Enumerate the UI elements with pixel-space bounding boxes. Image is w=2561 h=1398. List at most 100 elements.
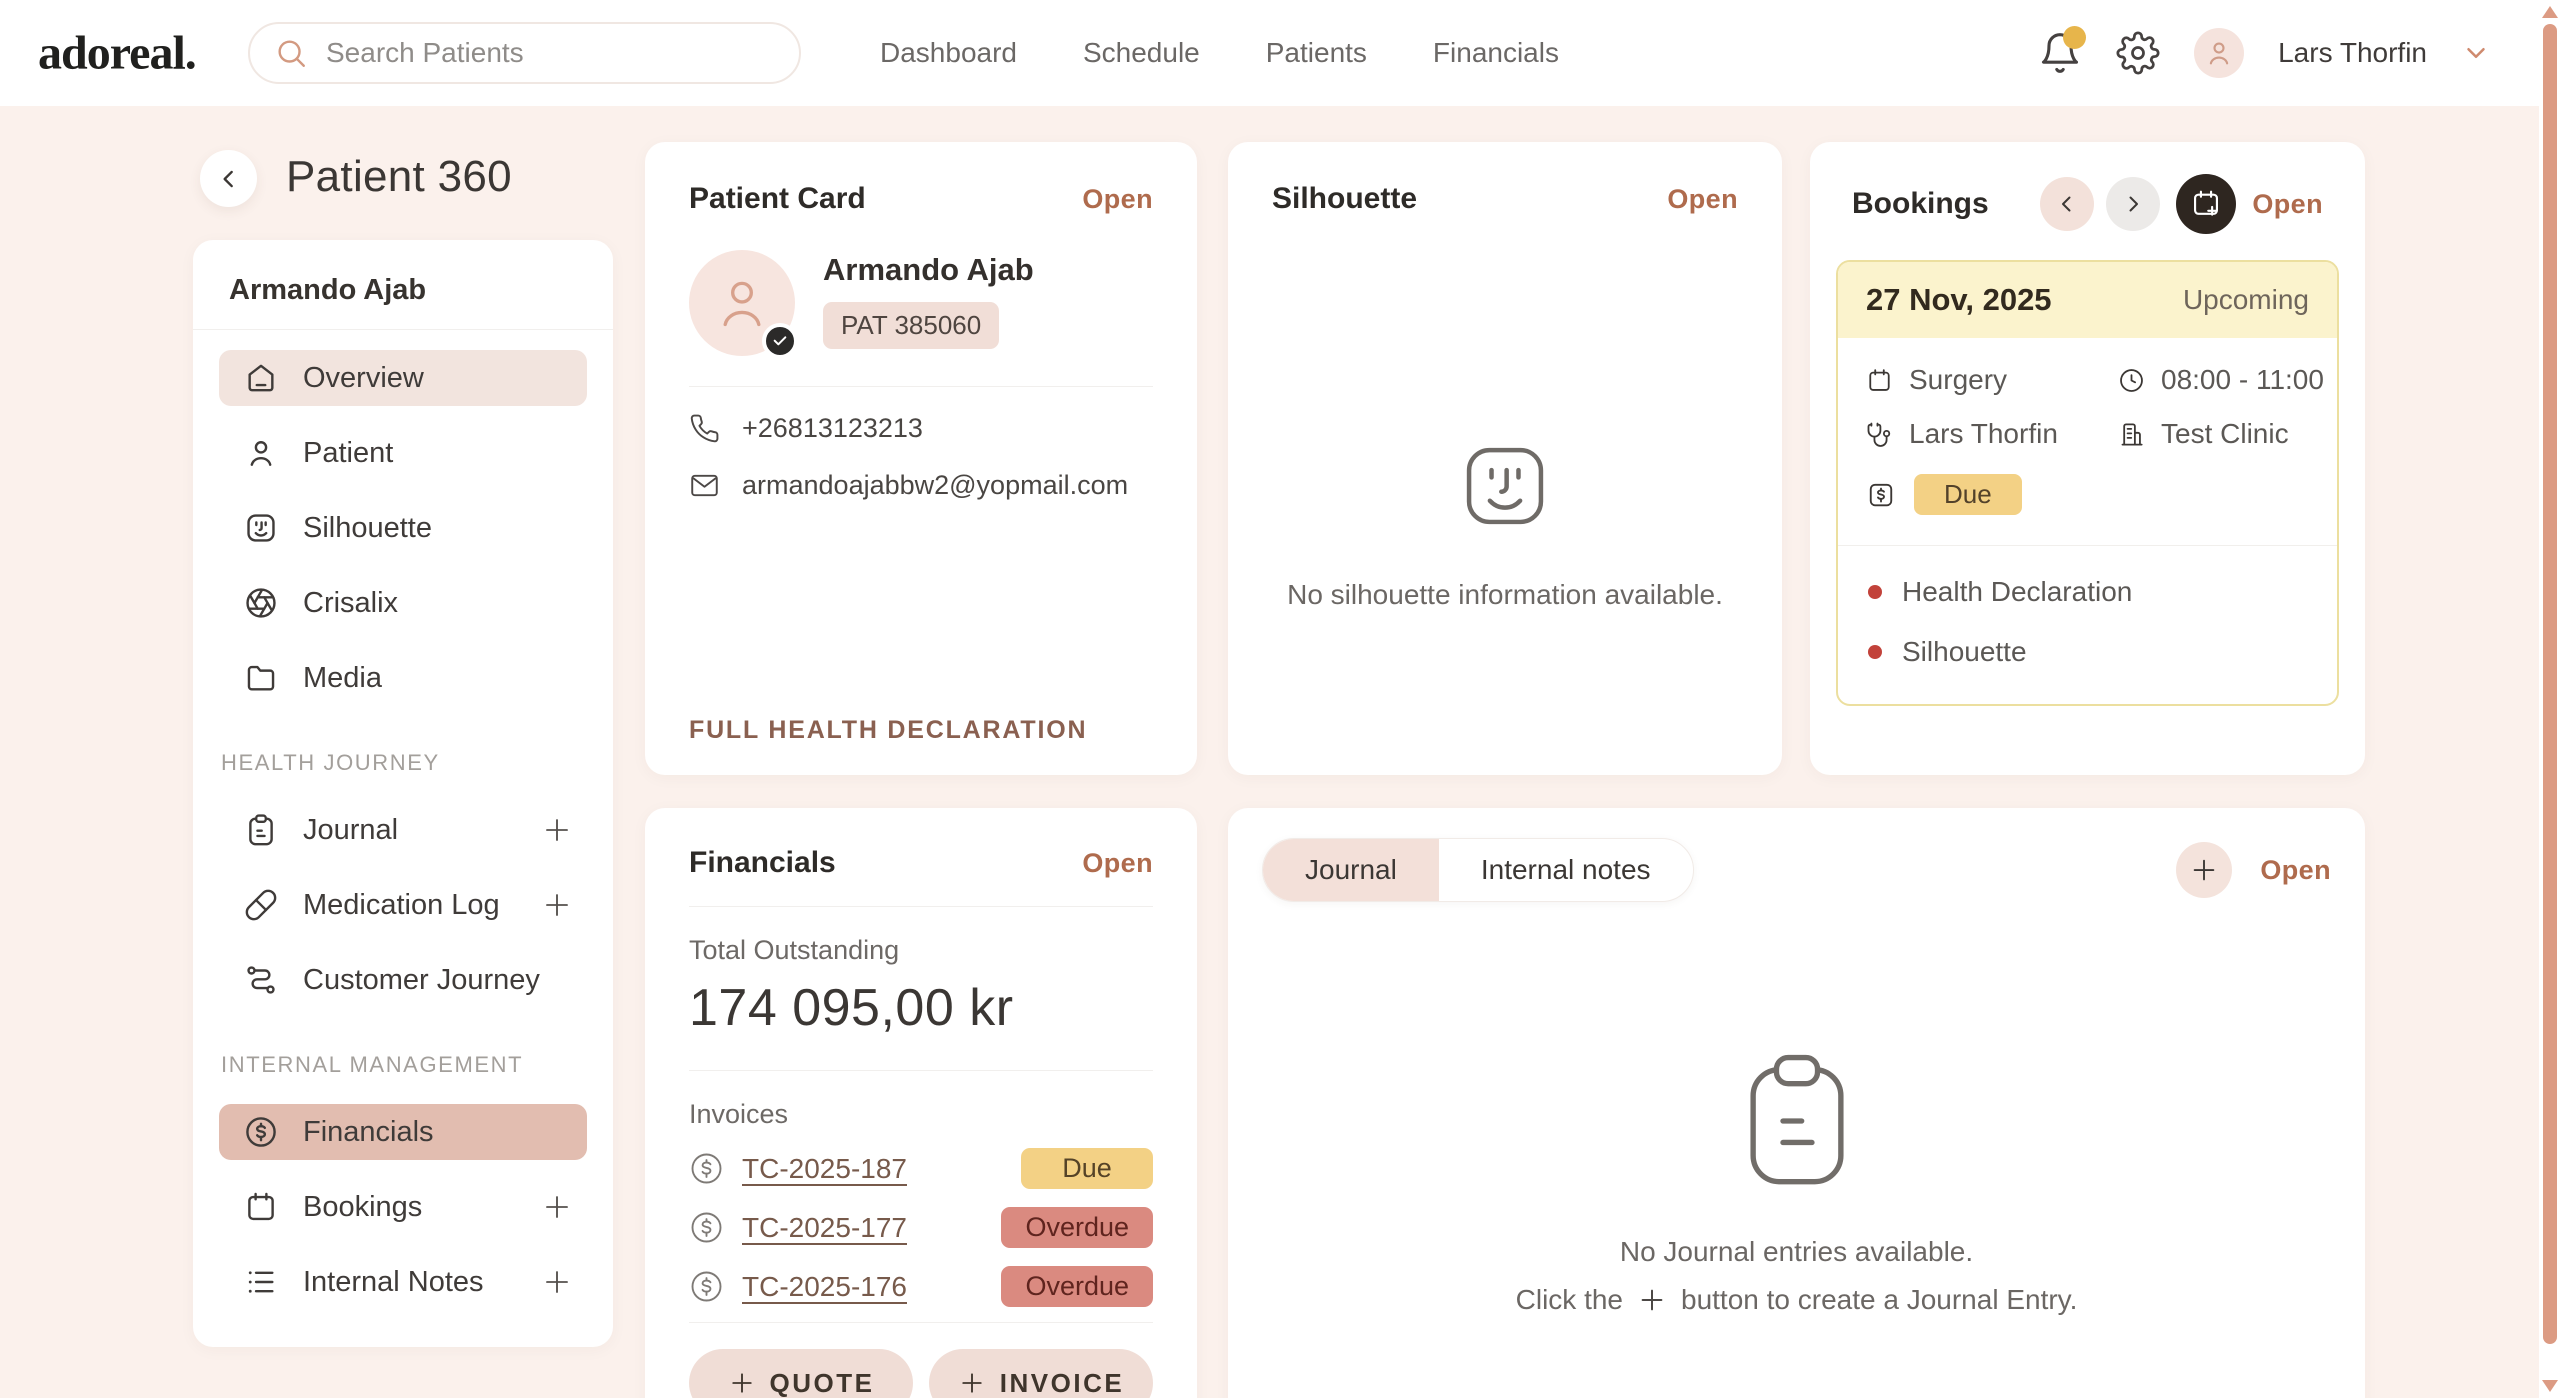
patient-card-open-link[interactable]: Open	[1082, 183, 1153, 214]
settings-button[interactable]	[2116, 31, 2160, 75]
route-icon	[243, 962, 279, 998]
top-bar: adoreal. Dashboard Schedule Patients Fin…	[0, 0, 2561, 106]
dollar-circle-icon	[689, 1210, 724, 1245]
nav-patients[interactable]: Patients	[1265, 37, 1367, 68]
sidebar-item-silhouette[interactable]: Silhouette	[219, 500, 587, 556]
sidebar-item-medication-log[interactable]: Medication Log	[219, 877, 587, 933]
previous-booking-button[interactable]	[2040, 177, 2095, 231]
home-icon	[243, 360, 279, 396]
booking-requirements: Health Declaration Silhouette	[1838, 545, 2337, 704]
booking-item[interactable]: 27 Nov, 2025 Upcoming Surgery 08:00 - 11…	[1836, 260, 2339, 706]
sidebar-item-media[interactable]: Media	[219, 650, 587, 706]
app-logo[interactable]: adoreal.	[38, 26, 197, 80]
invoice-link[interactable]: TC-2025-176	[742, 1270, 907, 1302]
user-avatar[interactable]	[2194, 28, 2245, 78]
divider	[689, 1070, 1153, 1071]
verified-badge	[762, 323, 798, 359]
patient-search[interactable]	[248, 22, 801, 84]
sidebar-item-label: Crisalix	[303, 586, 399, 619]
plus-icon	[541, 1191, 573, 1223]
sidebar-item-financials[interactable]: Financials	[219, 1104, 587, 1160]
next-booking-button[interactable]	[2106, 177, 2161, 231]
add-medication-button[interactable]	[541, 889, 573, 921]
scrollbar-thumb[interactable]	[2543, 24, 2557, 1344]
calendar-icon	[243, 1189, 279, 1225]
silhouette-card-title: Silhouette	[1272, 182, 1418, 215]
silhouette-card: Silhouette Open No silhouette informatio…	[1228, 142, 1782, 775]
patient-email-row: armandoajabbw2@yopmail.com	[689, 470, 1153, 501]
booking-date: 27 Nov, 2025	[1866, 282, 2052, 317]
nav-dashboard[interactable]: Dashboard	[880, 37, 1017, 68]
booking-status: Upcoming	[2182, 284, 2309, 315]
invoice-status-badge: Due	[1021, 1148, 1153, 1189]
journal-tabs: Journal Internal notes	[1262, 838, 1694, 902]
sidebar-item-customer-journey[interactable]: Customer Journey	[219, 952, 587, 1008]
chevron-left-icon	[216, 166, 242, 192]
divider	[689, 386, 1153, 387]
tab-internal-notes[interactable]: Internal notes	[1480, 854, 1651, 885]
page-scrollbar[interactable]	[2539, 0, 2561, 1398]
face-icon	[1456, 437, 1554, 535]
back-button[interactable]	[200, 150, 257, 207]
sidebar-item-crisalix[interactable]: Crisalix	[219, 575, 587, 631]
page-title: Patient 360	[286, 152, 512, 201]
user-menu-button[interactable]	[2461, 38, 2491, 68]
scroll-up-arrow-icon[interactable]	[2542, 6, 2558, 18]
add-internal-note-button[interactable]	[541, 1266, 573, 1298]
journal-empty-hint: Click the button to create a Journal Ent…	[1515, 1284, 2078, 1315]
person-icon	[243, 435, 279, 471]
nav-schedule[interactable]: Schedule	[1082, 37, 1200, 68]
dollar-circle-icon	[689, 1269, 724, 1304]
nav-financials[interactable]: Financials	[1432, 37, 1559, 68]
invoice-link[interactable]: TC-2025-187	[742, 1152, 907, 1184]
sidebar-item-bookings[interactable]: Bookings	[219, 1179, 587, 1235]
sidebar-section-health-journey: HEALTH JOURNEY	[221, 750, 440, 775]
financials-card-title: Financials	[689, 846, 836, 879]
invoice-status-badge: Overdue	[1001, 1207, 1153, 1248]
plus-icon	[541, 889, 573, 921]
sidebar-item-journal[interactable]: Journal	[219, 802, 587, 858]
alert-dot-icon	[1868, 585, 1882, 599]
add-quote-button[interactable]: QUOTE	[689, 1349, 913, 1398]
face-icon	[243, 510, 279, 546]
sidebar-item-patient[interactable]: Patient	[219, 425, 587, 481]
notifications-button[interactable]	[2038, 26, 2087, 75]
patient-card-title: Patient Card	[689, 182, 866, 215]
financials-actions: QUOTE INVOICE	[689, 1322, 1153, 1398]
building-icon	[2118, 421, 2145, 448]
add-journal-button[interactable]	[541, 814, 573, 846]
financials-open-link[interactable]: Open	[1082, 847, 1153, 878]
chevron-left-icon	[2055, 192, 2079, 216]
add-journal-entry-button[interactable]	[2176, 842, 2233, 898]
sidebar-item-internal-notes[interactable]: Internal Notes	[219, 1254, 587, 1310]
silhouette-open-link[interactable]: Open	[1667, 183, 1738, 214]
silhouette-empty-message: No silhouette information available.	[1287, 579, 1723, 610]
patient-sidebar: Armando Ajab Overview Patient Silhouette…	[193, 240, 613, 1347]
sidebar-item-label: Financials	[303, 1115, 434, 1148]
sidebar-section-internal-management: INTERNAL MANAGEMENT	[221, 1052, 524, 1077]
scroll-down-arrow-icon[interactable]	[2542, 1380, 2558, 1392]
invoice-link[interactable]: TC-2025-177	[742, 1211, 907, 1243]
user-name[interactable]: Lars Thorfin	[2278, 37, 2427, 68]
tab-journal[interactable]: Journal	[1263, 839, 1439, 901]
financials-card: Financials Open Total Outstanding 174 09…	[645, 808, 1197, 1398]
mail-icon	[689, 470, 720, 501]
add-booking-button[interactable]	[2176, 174, 2237, 234]
journal-open-link[interactable]: Open	[2260, 854, 2331, 885]
patient-email: armandoajabbw2@yopmail.com	[742, 470, 1129, 500]
pill-icon	[243, 887, 279, 923]
sidebar-item-overview[interactable]: Overview	[219, 350, 587, 406]
clipboard-icon	[243, 812, 279, 848]
add-invoice-button[interactable]: INVOICE	[929, 1349, 1153, 1398]
plus-icon	[1637, 1285, 1667, 1315]
phone-icon	[689, 413, 720, 444]
add-booking-button[interactable]	[541, 1191, 573, 1223]
sidebar-item-label: Medication Log	[303, 888, 500, 921]
plus-icon	[728, 1369, 756, 1397]
invoice-row: TC-2025-187 Due	[689, 1148, 1153, 1189]
calendar-icon	[1866, 367, 1893, 394]
search-input[interactable]	[326, 37, 775, 69]
bookings-open-link[interactable]: Open	[2252, 188, 2323, 219]
payment-status-badge: Due	[1914, 474, 2022, 515]
full-health-declaration-link[interactable]: FULL HEALTH DECLARATION	[689, 716, 1088, 744]
